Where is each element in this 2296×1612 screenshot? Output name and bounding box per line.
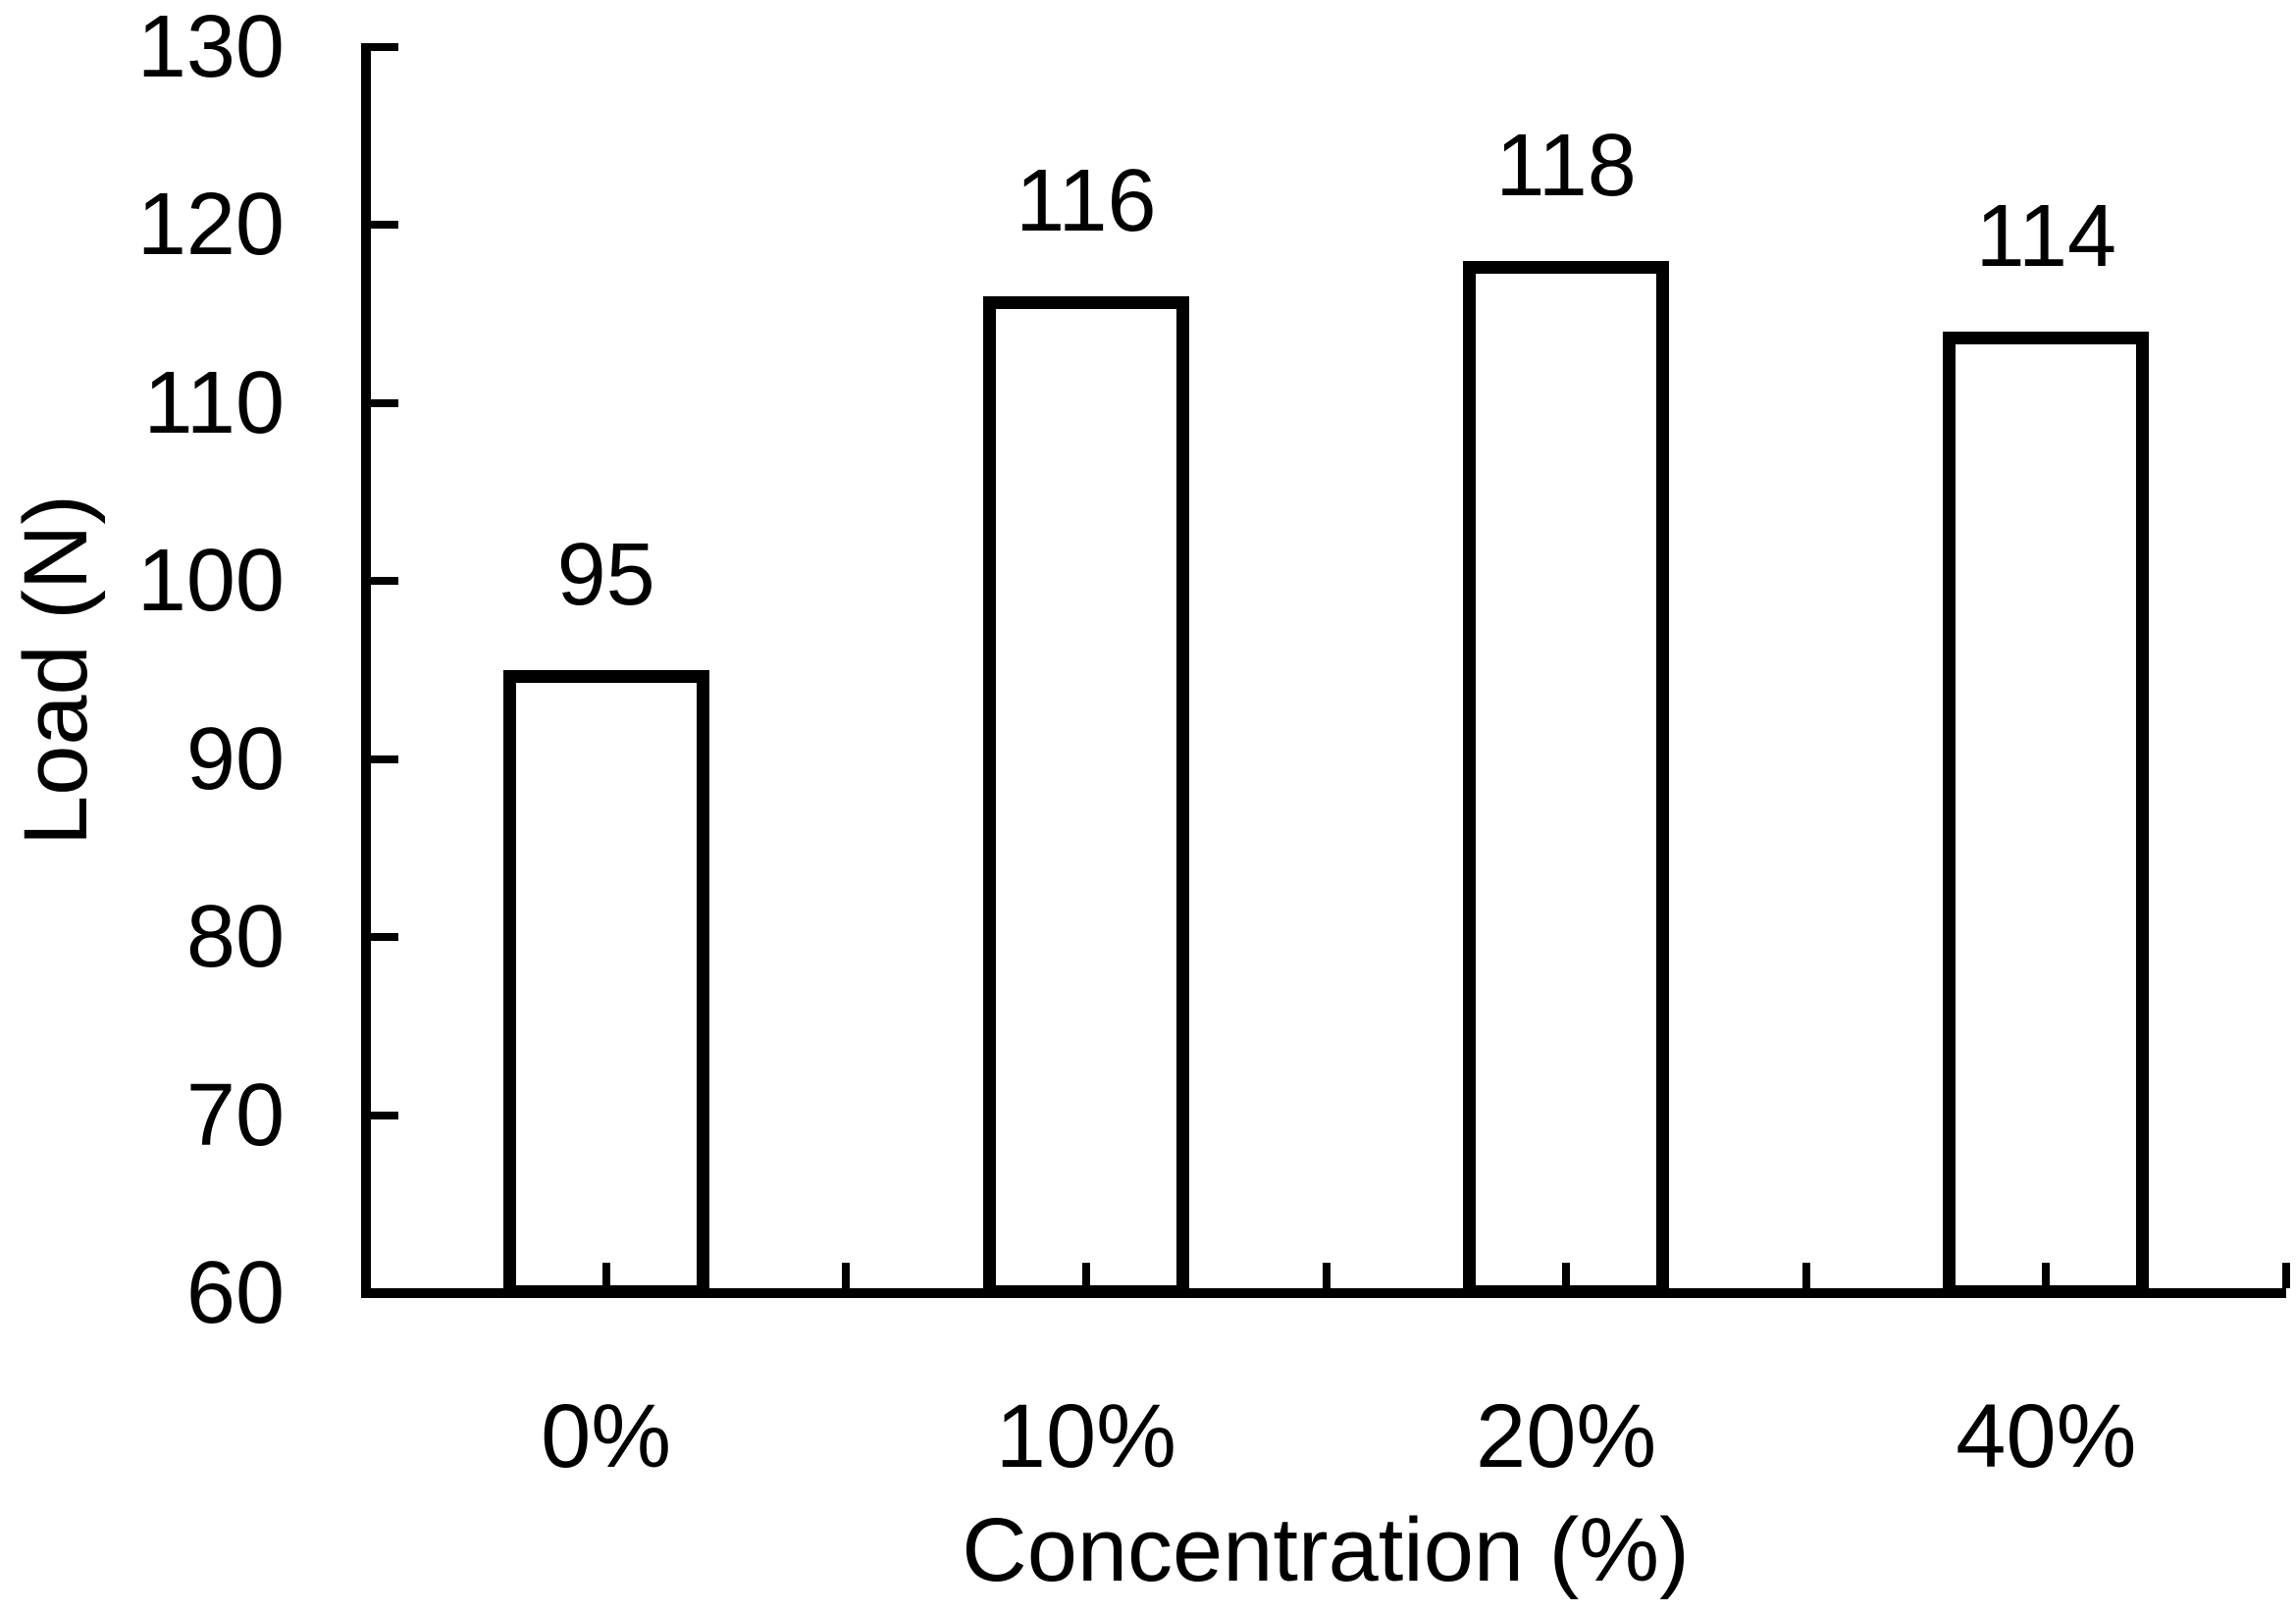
x-axis-title: Concentration (%) — [962, 1500, 1690, 1600]
y-tick — [371, 221, 398, 230]
y-tick-label: 110 — [143, 353, 285, 452]
y-tick-label: 80 — [185, 888, 285, 987]
category-label: 10% — [995, 1386, 1176, 1486]
bar — [1943, 332, 2150, 1298]
x-tick — [2282, 1263, 2290, 1288]
y-tick-label: 70 — [185, 1066, 285, 1165]
bar-value-label: 95 — [556, 526, 655, 624]
x-tick — [2042, 1263, 2051, 1288]
y-tick — [371, 1111, 398, 1119]
x-tick — [1801, 1263, 1810, 1288]
y-tick-label: 100 — [136, 532, 285, 631]
y-tick — [371, 398, 398, 407]
y-tick-label: 130 — [136, 0, 285, 96]
y-tick — [371, 754, 398, 763]
x-axis-line — [361, 1288, 2286, 1298]
bar-value-label: 114 — [1975, 187, 2117, 286]
category-label: 20% — [1476, 1386, 1657, 1486]
bar-value-label: 116 — [1016, 152, 1157, 250]
y-tick-label: 120 — [136, 176, 285, 275]
y-tick — [371, 577, 398, 586]
y-tick-label: 60 — [185, 1244, 285, 1342]
x-tick — [1081, 1263, 1090, 1288]
x-tick — [1562, 1263, 1571, 1288]
x-tick — [842, 1263, 851, 1288]
y-axis-line — [361, 43, 371, 1298]
category-label: 40% — [1956, 1386, 2137, 1486]
x-tick — [1322, 1263, 1331, 1288]
bar — [502, 670, 709, 1298]
y-tick — [371, 43, 398, 51]
y-tick — [371, 933, 398, 942]
bar — [982, 296, 1189, 1298]
bar — [1463, 260, 1670, 1298]
bar-value-label: 118 — [1495, 116, 1637, 215]
y-tick-label: 90 — [185, 709, 285, 808]
x-tick — [601, 1263, 610, 1288]
category-label: 0% — [541, 1386, 672, 1486]
